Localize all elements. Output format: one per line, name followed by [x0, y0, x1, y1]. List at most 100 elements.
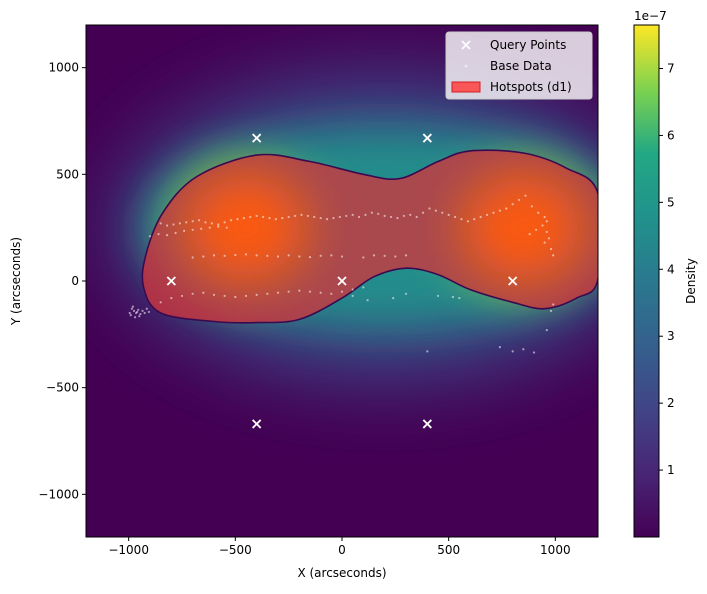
base-data-point: [441, 211, 444, 214]
base-data-point: [389, 215, 393, 219]
base-data-point: [545, 220, 548, 223]
query-point-marker: [508, 276, 518, 286]
base-data-point: [319, 216, 322, 220]
base-data-point: [276, 255, 280, 258]
base-data-point: [351, 288, 354, 291]
legend-dot-icon: [464, 64, 468, 68]
y-tick-label: 500: [56, 167, 79, 181]
base-data-point: [145, 307, 148, 310]
base-data-point: [340, 255, 344, 258]
base-data-point: [541, 224, 544, 227]
base-data-point: [293, 214, 297, 218]
base-data-point: [287, 290, 290, 293]
base-data-point: [377, 212, 380, 215]
base-data-point: [141, 309, 144, 312]
legend-label: Hotspots (d1): [490, 80, 572, 94]
base-data-point: [200, 227, 203, 230]
base-data-point: [236, 218, 239, 221]
base-data-point: [225, 226, 228, 229]
base-data-point: [234, 295, 237, 299]
y-tick-label: 1000: [48, 61, 79, 75]
x-tick-label: 0: [338, 543, 346, 557]
base-data-point: [242, 216, 245, 220]
base-data-point: [396, 216, 399, 220]
base-data-point: [351, 294, 354, 298]
base-data-point: [330, 254, 333, 257]
base-data-point: [223, 221, 226, 224]
base-data-point: [191, 220, 194, 223]
query-point-marker: [337, 276, 347, 286]
base-data-point: [298, 255, 301, 258]
base-data-point: [545, 230, 548, 234]
base-data-point: [287, 254, 290, 257]
base-data-point: [266, 254, 269, 257]
base-data-point: [517, 198, 521, 202]
legend: Query Points Base Data Hotspots (d1): [445, 31, 593, 100]
legend-label: Query Points: [490, 38, 566, 52]
base-data-point: [535, 228, 538, 231]
base-data-point: [217, 225, 220, 228]
colorbar-tick-label: 1: [667, 463, 675, 477]
base-data-point: [208, 226, 211, 229]
base-data-point: [543, 215, 546, 219]
base-data-point: [404, 254, 408, 257]
colorbar-multiplier: 1e−7: [634, 9, 667, 23]
base-data-point: [505, 207, 508, 210]
base-data-point: [460, 218, 463, 221]
base-data-point: [137, 308, 140, 311]
base-data-point: [212, 254, 216, 257]
base-data-point: [255, 293, 258, 296]
base-data-point: [306, 214, 309, 218]
base-data-point: [415, 215, 418, 219]
base-data-point: [370, 211, 373, 214]
base-data-point: [532, 351, 536, 354]
base-data-point: [223, 294, 226, 298]
colorbar-gradient: [633, 24, 660, 538]
base-data-point: [276, 291, 280, 294]
colorbar-tick-label: 3: [667, 329, 675, 343]
base-data-point: [372, 254, 376, 257]
base-data-point: [202, 291, 205, 294]
base-data-point: [183, 229, 186, 232]
base-data-point: [132, 309, 136, 312]
x-tick-label: 1000: [540, 543, 571, 557]
base-data-point: [453, 215, 457, 219]
base-data-point: [300, 213, 303, 216]
base-data-point: [545, 328, 548, 332]
base-data-point: [261, 215, 265, 219]
base-data-point: [338, 215, 341, 219]
base-data-point: [366, 299, 369, 302]
base-data-point: [136, 310, 139, 314]
x-tick-label: 500: [437, 543, 460, 557]
base-data-point: [128, 311, 131, 315]
base-data-point: [139, 312, 142, 316]
base-data-point: [244, 294, 248, 298]
base-data-point: [129, 314, 132, 317]
y-axis: −1000 −500 0 500 1000: [38, 61, 86, 501]
base-data-point: [191, 228, 194, 231]
query-point-marker: [252, 133, 262, 143]
x-tick-label: −1000: [108, 543, 149, 557]
base-data-point: [319, 254, 322, 257]
base-data-point: [185, 221, 188, 224]
hotspot-core: [190, 178, 302, 277]
base-data-point: [528, 232, 531, 236]
base-data-point: [409, 213, 412, 216]
base-data-point: [255, 254, 258, 257]
base-data-point: [148, 235, 152, 238]
y-tick-label: −500: [46, 381, 79, 395]
legend-label: Base Data: [490, 59, 552, 73]
base-data-point: [402, 214, 405, 218]
colorbar-tick-label: 5: [667, 195, 675, 209]
query-point-marker: [422, 419, 432, 429]
colorbar-tick-label: 6: [667, 128, 675, 142]
base-data-point: [174, 231, 177, 235]
base-data-point: [426, 350, 429, 353]
base-data-point: [147, 310, 151, 314]
query-point-marker: [422, 133, 432, 143]
base-data-point: [392, 296, 395, 300]
query-point-marker: [252, 419, 262, 429]
base-data-point: [466, 220, 469, 223]
